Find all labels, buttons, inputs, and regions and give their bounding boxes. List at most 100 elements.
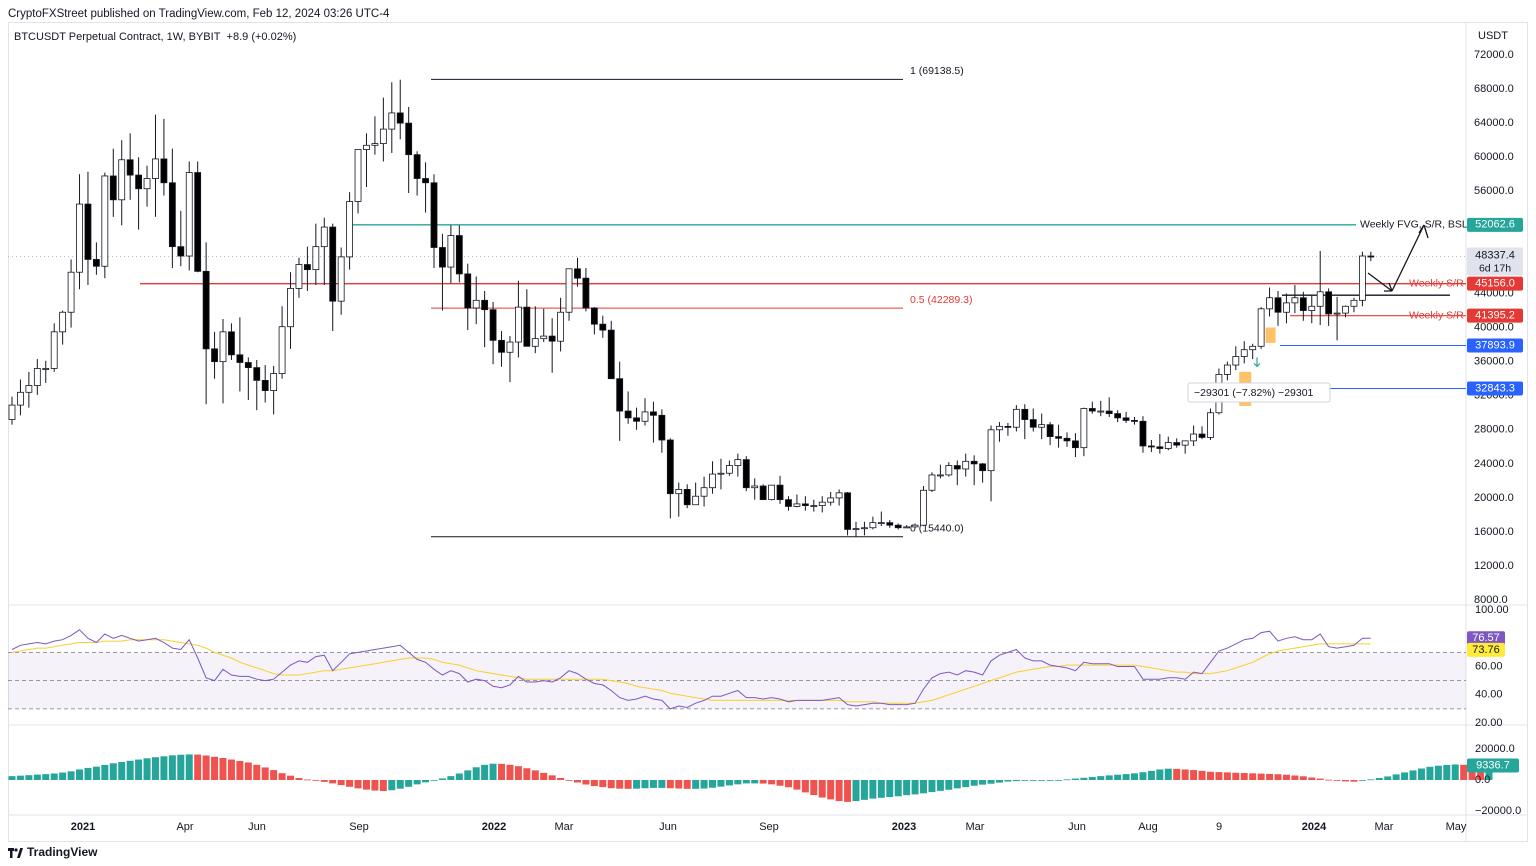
candle-body: [675, 489, 683, 495]
macd-histogram-bar: [430, 780, 438, 781]
candle-body: [118, 159, 126, 201]
rsi-ma-line: [11, 639, 1371, 704]
candle-body: [295, 264, 303, 289]
candle-body: [557, 311, 564, 342]
candle-body: [278, 326, 286, 374]
sr-price-tag: 45156.0: [1475, 278, 1515, 290]
candle-body: [1249, 345, 1257, 351]
candle-body: [1063, 437, 1071, 442]
macd-histogram-bar: [911, 780, 919, 795]
macd-histogram-bar: [109, 763, 117, 780]
macd-histogram-bar: [455, 773, 463, 780]
candle-body: [413, 154, 421, 179]
macd-histogram-bar: [1308, 777, 1316, 780]
candle-body: [1308, 305, 1316, 311]
macd-histogram-bar: [227, 759, 235, 780]
macd-histogram-bar: [1190, 770, 1198, 780]
macd-histogram-bar: [1139, 772, 1147, 780]
macd-histogram-bar: [1249, 773, 1257, 780]
macd-histogram-bar: [1460, 764, 1468, 780]
price-tick-label: 28000.0: [1474, 424, 1514, 436]
macd-histogram-bar: [1223, 772, 1231, 780]
price-axis: USDT 72000.0 68000.0 64000.0 60000.0 56000.0 5…: [1467, 30, 1523, 817]
macd-histogram-bar: [101, 764, 109, 780]
time-axis: 2021 Apr Jun Sep 2022 Mar Jun Sep 2023 Mar Jun Aug 9…: [71, 821, 1467, 833]
macd-histogram-bar: [211, 756, 219, 780]
candle-body: [270, 373, 278, 392]
macd-histogram-bar: [236, 760, 244, 780]
macd-histogram-bar: [76, 769, 84, 780]
candle-body: [1223, 364, 1231, 375]
macd-histogram-bar: [1122, 774, 1130, 780]
candle-body: [8, 404, 16, 420]
candle-body: [1004, 425, 1012, 428]
macd-histogram-bar: [472, 767, 480, 780]
candle-body: [1181, 440, 1189, 446]
candle-body: [582, 277, 590, 309]
candle-body: [405, 122, 413, 156]
macd-histogram-bar: [1038, 780, 1046, 781]
macd-histogram-bar: [894, 780, 902, 797]
macd-histogram-bar: [287, 775, 295, 780]
macd-histogram-bar: [312, 780, 320, 781]
macd-histogram-bar: [776, 780, 784, 786]
macd-histogram-bar: [1257, 773, 1265, 780]
time-tick-label: Jun: [1068, 821, 1086, 833]
macd-histogram-bar: [1375, 777, 1383, 780]
candle-body: [1367, 255, 1375, 258]
macd-histogram-bar: [84, 767, 92, 780]
candle-body: [1122, 417, 1130, 421]
time-tick-label: Sep: [349, 821, 369, 833]
price-tick-label: 60000.0: [1474, 151, 1514, 163]
candle-body: [464, 273, 472, 309]
candle-body: [599, 323, 607, 331]
candle-body: [1097, 410, 1105, 413]
blue-price-tag-bg: [1467, 338, 1523, 353]
rsi-ma-tag-bg: [1467, 642, 1505, 657]
tradingview-footer[interactable]: TradingView: [8, 845, 97, 859]
candle-body: [126, 159, 134, 176]
sr-price-tag-bg: [1467, 276, 1523, 291]
macd-histogram-bar: [270, 770, 278, 780]
candle-body: [548, 335, 556, 342]
macd-histogram-bar: [979, 780, 987, 785]
sr-price-tag: 41395.2: [1475, 310, 1515, 322]
candle-body: [244, 362, 252, 369]
chart-frame: [8, 22, 1528, 842]
candle-body: [658, 414, 666, 441]
candle-body: [303, 264, 311, 271]
macd-histogram-bar: [818, 780, 826, 798]
macd-histogram-bar: [1274, 774, 1282, 780]
candle-body: [168, 182, 176, 248]
macd-histogram-bar: [886, 780, 894, 798]
candle-body: [152, 158, 159, 179]
candle-body: [135, 174, 143, 190]
symbol-legend[interactable]: BTCUSDT Perpetual Contract, 1W, BYBIT +8…: [14, 31, 296, 43]
candle-body: [1190, 433, 1197, 442]
candle-body: [540, 335, 548, 340]
macd-histogram-bar: [573, 780, 581, 783]
candle-body: [726, 465, 733, 474]
macd-tick-label: −20000.0: [1475, 805, 1521, 817]
macd-histogram-bar: [1477, 765, 1485, 780]
candle-body: [472, 299, 480, 309]
candle-body: [312, 246, 320, 271]
publisher-line: CryptoFXStreet published on TradingView.…: [8, 8, 390, 20]
candle-body: [388, 112, 396, 130]
candle-body: [160, 158, 168, 184]
candle-body: [827, 497, 835, 503]
candle-body: [953, 465, 961, 470]
macd-histogram-bar: [1232, 772, 1240, 780]
candle-body: [1156, 446, 1164, 449]
macd-histogram-bar: [1384, 776, 1392, 780]
macd-histogram-bar: [388, 780, 396, 791]
macd-value-tag-bg: [1467, 758, 1519, 773]
candle-body: [33, 368, 41, 386]
candle-body: [776, 484, 784, 501]
candle-body: [455, 235, 463, 275]
candle-body: [42, 368, 50, 370]
macd-histogram-bar: [658, 780, 666, 788]
candle-body: [1055, 436, 1062, 439]
macd-histogram-bar: [1021, 780, 1029, 781]
